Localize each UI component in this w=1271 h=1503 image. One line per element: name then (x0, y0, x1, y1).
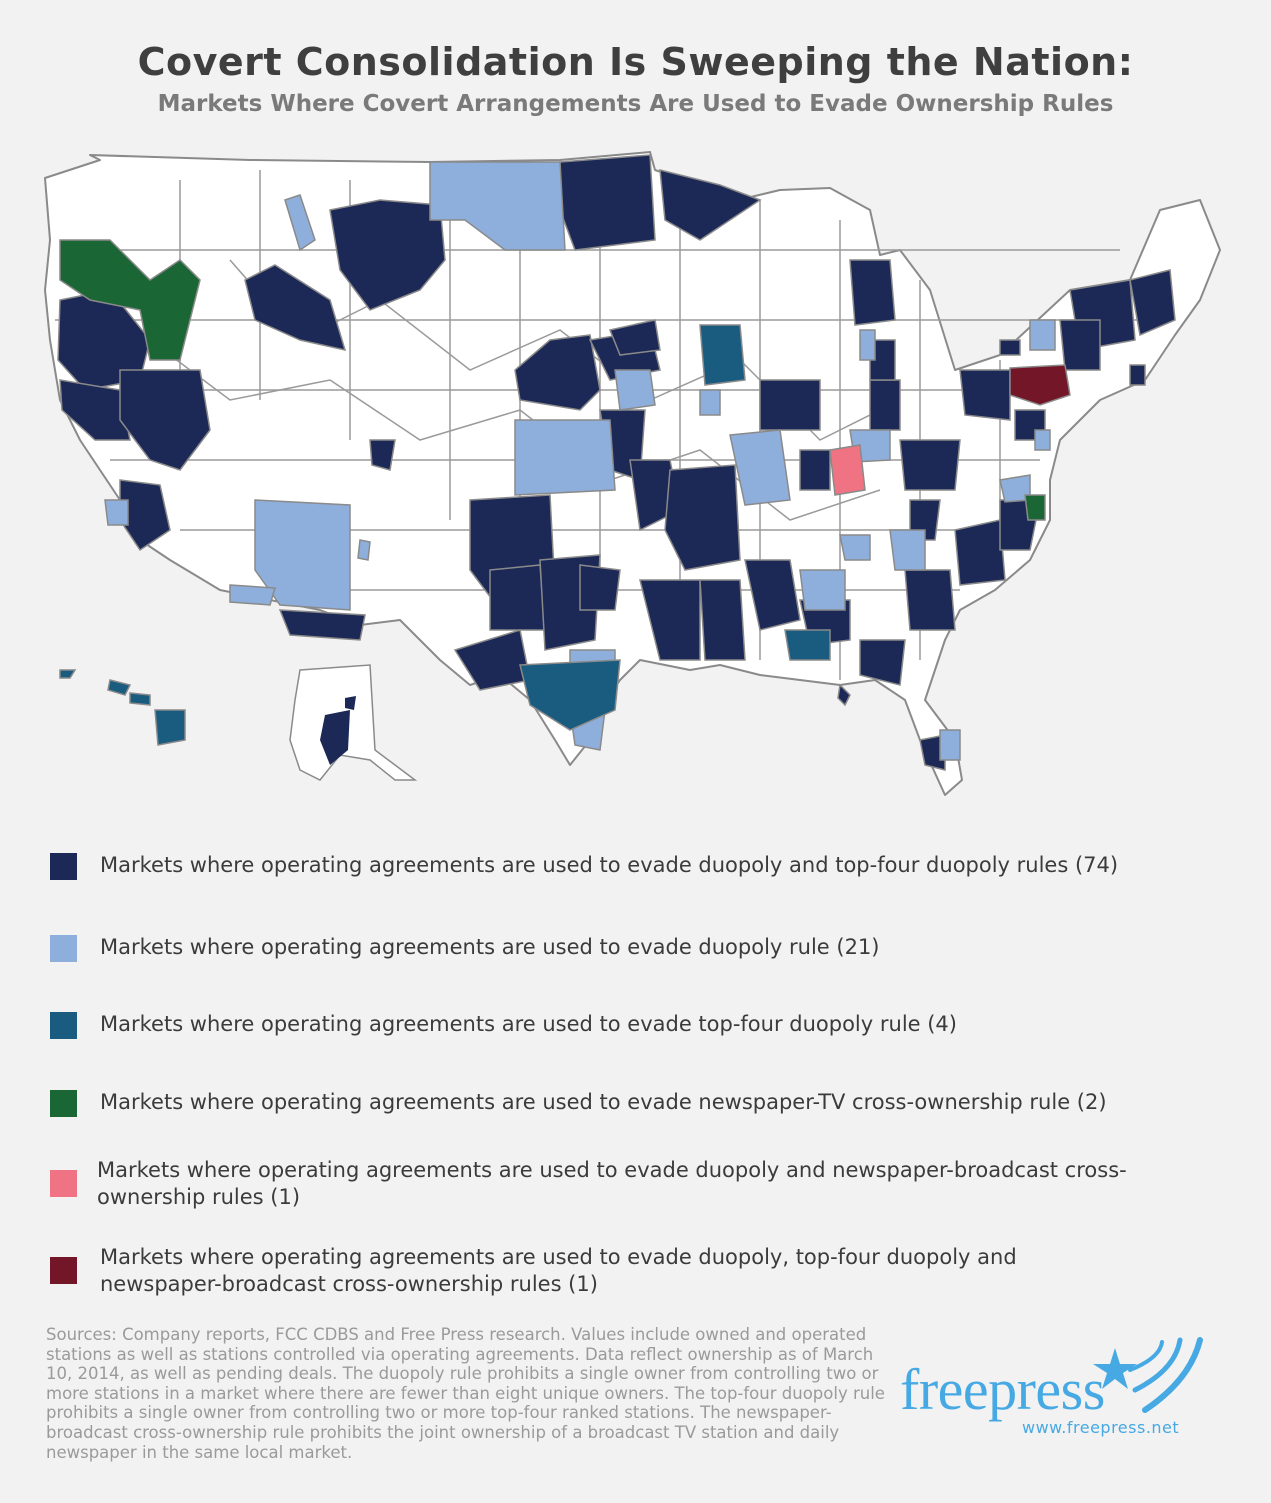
legend-swatch-teal (50, 1012, 77, 1039)
market-dark-navy (919, 734, 946, 771)
us-market-map (44, 151, 1221, 796)
legend-label: Markets where operating agreements are u… (100, 935, 880, 959)
market-light-blue (1034, 429, 1051, 451)
market-dark-navy (799, 449, 831, 491)
market-dark-navy (954, 519, 1006, 586)
page-subtitle: Markets Where Covert Arrangements Are Us… (157, 91, 1114, 117)
market-dark-navy (664, 464, 741, 571)
market-dark-navy (369, 439, 396, 471)
market-dark-navy (1129, 364, 1146, 386)
market-teal (519, 659, 621, 731)
legend-swatch-maroon (50, 1257, 77, 1284)
market-light-blue (229, 584, 276, 606)
market-green (59, 239, 201, 361)
market-dark-navy (579, 564, 621, 611)
page-title: Covert Consolidation Is Sweeping the Nat… (137, 40, 1134, 84)
market-dark-navy (119, 369, 211, 471)
market-dark-navy (59, 379, 131, 441)
legend-label: Markets where operating agreements are u… (100, 1090, 1107, 1114)
market-dark-navy (639, 579, 701, 661)
market-light-blue (939, 729, 961, 761)
market-dark-navy (744, 559, 801, 631)
market-dark-navy (904, 569, 956, 631)
market-dark-navy (345, 696, 356, 710)
market-dark-navy (244, 264, 347, 352)
market-light-blue (614, 369, 656, 411)
freepress-logo[interactable]: freepress www.freepress.net (890, 1320, 1230, 1450)
market-light-blue (104, 499, 129, 526)
market-pink (829, 444, 866, 496)
market-light-blue (859, 329, 876, 361)
market-light-blue (889, 529, 926, 571)
market-dark-navy (329, 199, 446, 311)
market-maroon (1009, 364, 1071, 406)
market-dark-navy (320, 710, 350, 765)
market-light-blue (699, 389, 721, 416)
market-dark-navy (999, 339, 1021, 356)
legend-swatch-dark-navy (50, 853, 77, 880)
market-light-blue (839, 534, 871, 561)
market-dark-navy (608, 319, 661, 356)
legend-label: Markets where operating agreements are u… (100, 853, 1119, 877)
legend-swatch-pink (50, 1170, 77, 1197)
market-teal (784, 629, 831, 661)
legend-swatch-light-blue (50, 935, 77, 962)
market-green (1024, 494, 1046, 521)
legend-label: Markets where operating agreements are u… (100, 1012, 957, 1036)
logo-url[interactable]: www.freepress.net (1022, 1418, 1180, 1437)
market-dark-navy (659, 169, 762, 241)
market-light-blue (254, 499, 351, 611)
market-teal (59, 669, 186, 746)
sources-note: Sources: Company reports, FCC CDBS and F… (46, 1325, 885, 1462)
market-dark-navy (514, 334, 601, 411)
market-light-blue (799, 569, 846, 611)
alaska-outline (289, 664, 418, 781)
market-dark-navy (1129, 269, 1176, 337)
market-teal (699, 324, 746, 386)
market-dark-navy (837, 683, 851, 707)
market-dark-navy (859, 639, 906, 686)
logo-swoosh-icon (1093, 1337, 1203, 1413)
market-dark-navy (278, 609, 366, 641)
market-dark-navy (489, 564, 546, 631)
legend-swatch-green (50, 1090, 77, 1117)
star-icon (1093, 1348, 1137, 1389)
market-dark-navy (899, 439, 961, 491)
market-dark-navy (869, 379, 901, 431)
market-light-blue (729, 429, 791, 506)
market-dark-navy (849, 259, 896, 326)
market-dark-navy (959, 369, 1011, 421)
market-dark-navy (559, 154, 656, 251)
market-light-blue (284, 194, 316, 252)
market-dark-navy (699, 579, 746, 661)
legend-label: Markets where operating agreements are u… (97, 1158, 1127, 1209)
market-dark-navy (759, 379, 821, 431)
market-dark-navy (1059, 319, 1101, 371)
market-light-blue (1029, 319, 1056, 351)
market-dark-navy (869, 339, 896, 381)
logo-wordmark: freepress (900, 1357, 1105, 1422)
market-light-blue (357, 539, 371, 561)
legend-label: Markets where operating agreements are u… (100, 1245, 1017, 1296)
market-light-blue (514, 419, 616, 496)
market-light-blue (429, 161, 566, 251)
